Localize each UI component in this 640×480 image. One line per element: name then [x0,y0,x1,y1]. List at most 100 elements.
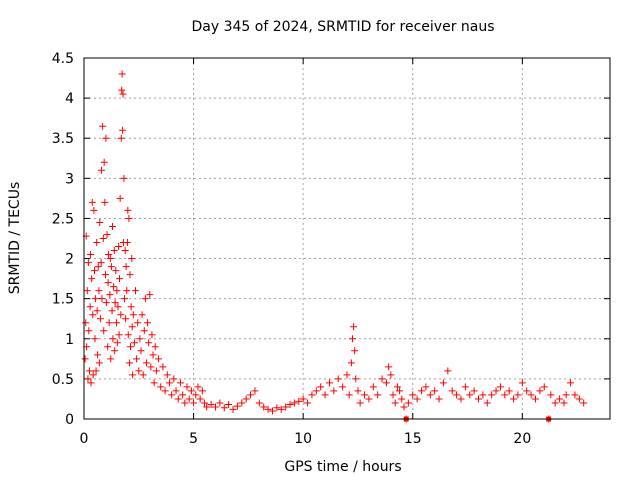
data-point [308,391,316,399]
data-point [113,339,121,347]
data-point [116,275,124,283]
data-point [426,391,434,399]
data-point [461,383,469,391]
data-point [347,359,355,367]
data-point [365,395,373,403]
data-point [378,375,386,383]
data-point [133,355,141,363]
data-point [192,391,200,399]
data-point [201,399,209,407]
data-point [148,331,156,339]
data-point [94,351,102,359]
y-tick-label: 4 [65,91,74,107]
data-point [470,387,478,395]
data-point [106,255,114,263]
data-point [85,367,93,375]
data-point [483,399,491,407]
data-point [101,271,109,279]
data-point [155,355,163,363]
data-point [152,367,160,375]
x-tick-label: 20 [513,431,531,447]
data-point [115,243,123,251]
data-point [103,230,111,238]
data-point [100,327,108,335]
grid [84,58,610,419]
data-point [110,283,118,291]
data-point [187,387,195,395]
data-point [113,287,121,295]
data-point [105,251,113,259]
data-point [105,319,113,327]
data-point [225,401,233,409]
data-point [129,371,137,379]
y-tick-label: 3 [65,171,74,187]
data-point [104,279,112,287]
y-tick-label: 0 [65,412,74,428]
data-point [475,395,482,403]
data-point [123,239,131,247]
data-point [242,395,250,403]
data-point [207,401,215,409]
data-point [233,402,241,410]
data-point [567,379,575,387]
data-point [431,387,439,395]
data-point [165,379,173,387]
data-point [505,387,513,395]
data-point [562,391,570,399]
data-point [149,351,157,359]
data-point [117,134,125,142]
data-point [389,391,397,399]
data-point [150,379,158,387]
data-point [361,391,369,399]
data-point [134,319,142,327]
data-point [295,397,303,405]
data-point [174,395,182,403]
x-axis-label: GPS time / hours [284,459,401,475]
data-point [496,383,504,391]
data-point [216,399,224,407]
data-point [144,319,152,327]
data-point [183,383,191,391]
data-point [575,395,583,403]
data-point [126,359,134,367]
data-point [96,218,104,226]
data-point [87,251,95,259]
data-point [282,403,290,411]
data-point [369,383,377,391]
data-point [439,379,447,387]
data-point [157,383,165,391]
data-point [122,315,130,323]
data-point [89,311,97,319]
data-point [86,303,94,311]
data-point [135,367,143,375]
x-tick-label: 5 [189,431,198,447]
y-tick-label: 1 [65,332,74,348]
data-point [580,399,588,407]
data-point [91,295,99,303]
data-point [141,295,149,303]
data-point [413,395,421,403]
data-point [122,263,130,271]
data-point [277,405,285,413]
data-point [124,206,132,214]
y-tick-label: 2.5 [52,211,74,227]
data-point [382,379,390,387]
data-point [161,387,169,395]
data-point [501,391,509,399]
data-point [163,371,171,379]
data-point [96,315,104,323]
data-point [334,375,342,383]
data-point [400,403,408,411]
data-point [229,405,237,413]
data-point [387,371,395,379]
data-point [351,347,359,355]
data-point [123,287,131,295]
data-point [104,343,112,351]
data-point [312,387,320,395]
data-points [81,70,588,423]
data-point [212,403,219,411]
data-point [126,343,134,351]
data-point [299,395,307,403]
data-point [81,355,89,363]
